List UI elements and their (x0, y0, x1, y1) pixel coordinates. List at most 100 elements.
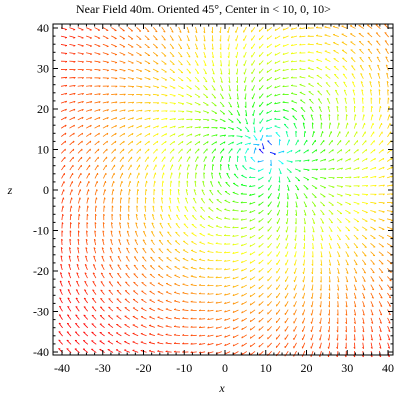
field-arrow (277, 251, 280, 256)
field-arrow (136, 44, 141, 47)
field-arrow (94, 69, 100, 70)
field-arrow (325, 43, 331, 45)
field-arrow (162, 165, 164, 171)
chart-title: Near Field 40m. Oriented 45°, Center in … (76, 2, 331, 16)
field-arrow (350, 34, 355, 37)
field-arrow (174, 284, 180, 286)
field-arrow-head (294, 264, 295, 266)
field-arrow (259, 310, 263, 314)
field-arrow (244, 60, 246, 66)
field-arrow (150, 266, 155, 270)
field-arrow (259, 318, 263, 322)
field-arrow (326, 83, 330, 87)
field-arrow (226, 182, 230, 186)
field-arrow (167, 249, 172, 253)
field-arrow-head (256, 148, 257, 150)
field-arrow (252, 94, 254, 100)
field-arrow (162, 36, 166, 41)
field-arrow (195, 94, 200, 97)
field-arrow (111, 78, 117, 79)
field-arrow (117, 282, 121, 286)
field-arrow (229, 156, 230, 162)
field-arrow (141, 342, 147, 344)
field-arrow (236, 44, 238, 50)
field-arrow (294, 343, 297, 348)
field-arrow (351, 58, 355, 62)
field-arrow (313, 131, 314, 137)
field-arrow (70, 198, 72, 204)
field-arrow (325, 67, 330, 70)
field-arrow-head (259, 237, 260, 239)
field-arrow (342, 58, 347, 62)
field-arrow (268, 335, 272, 339)
field-arrow (153, 36, 157, 40)
field-arrow (94, 44, 100, 46)
field-arrow (153, 141, 158, 145)
field-arrow (153, 77, 159, 79)
field-arrow-head (63, 198, 64, 200)
field-arrow (154, 173, 156, 179)
field-arrow (268, 202, 271, 207)
field-arrow (294, 334, 297, 339)
field-arrow-head (333, 187, 335, 188)
field-arrow (137, 165, 140, 170)
field-arrow (208, 251, 214, 252)
field-arrow (200, 216, 205, 220)
field-arrow (278, 202, 280, 208)
field-arrow (362, 243, 366, 247)
field-arrow (204, 77, 208, 82)
field-arrow (162, 149, 166, 153)
field-arrow (276, 318, 280, 323)
field-arrow (133, 291, 138, 295)
field-arrow-head (259, 229, 260, 231)
field-arrow (252, 35, 255, 40)
field-arrow-head (76, 315, 78, 316)
field-arrow (268, 285, 272, 290)
field-arrow (161, 94, 167, 95)
field-arrow (379, 115, 381, 121)
field-arrow (78, 173, 81, 178)
field-arrow (312, 309, 313, 315)
field-arrow (312, 193, 316, 197)
field-arrow (329, 149, 334, 153)
field-arrow-head (236, 56, 237, 58)
field-arrow (277, 268, 280, 273)
field-arrow (69, 53, 75, 54)
field-arrow-head (376, 41, 378, 42)
field-arrow (295, 268, 297, 274)
field-arrow (337, 140, 341, 145)
field-arrow (388, 115, 390, 121)
field-arrow (244, 35, 247, 40)
field-arrow-head (124, 71, 126, 72)
field-arrow (149, 351, 155, 352)
field-arrow (195, 77, 199, 81)
field-arrow (278, 193, 279, 199)
field-arrow (153, 86, 159, 87)
x-axis-label: x (218, 381, 225, 395)
field-arrow (201, 198, 205, 203)
field-arrow (111, 53, 117, 55)
field-arrow (111, 141, 116, 145)
field-arrow (379, 268, 383, 272)
field-arrow-head (374, 212, 376, 213)
field-arrow (120, 149, 124, 153)
field-arrow (253, 110, 254, 116)
field-arrow (91, 341, 96, 345)
field-arrow (67, 332, 71, 336)
field-arrow (359, 25, 364, 28)
field-arrow (157, 326, 163, 328)
field-arrow (286, 276, 289, 281)
field-arrow (133, 325, 138, 328)
field-arrow (141, 325, 147, 327)
field-arrow-head (115, 63, 117, 64)
field-arrow (76, 306, 80, 311)
field-arrow (259, 85, 263, 90)
field-arrow (294, 318, 297, 323)
field-arrow-head (311, 338, 312, 340)
field-arrow (195, 156, 198, 161)
field-arrow-head (174, 96, 176, 97)
field-arrow (237, 127, 242, 130)
field-arrow (229, 149, 232, 154)
field-arrow (371, 268, 375, 273)
field-arrow (304, 260, 305, 266)
